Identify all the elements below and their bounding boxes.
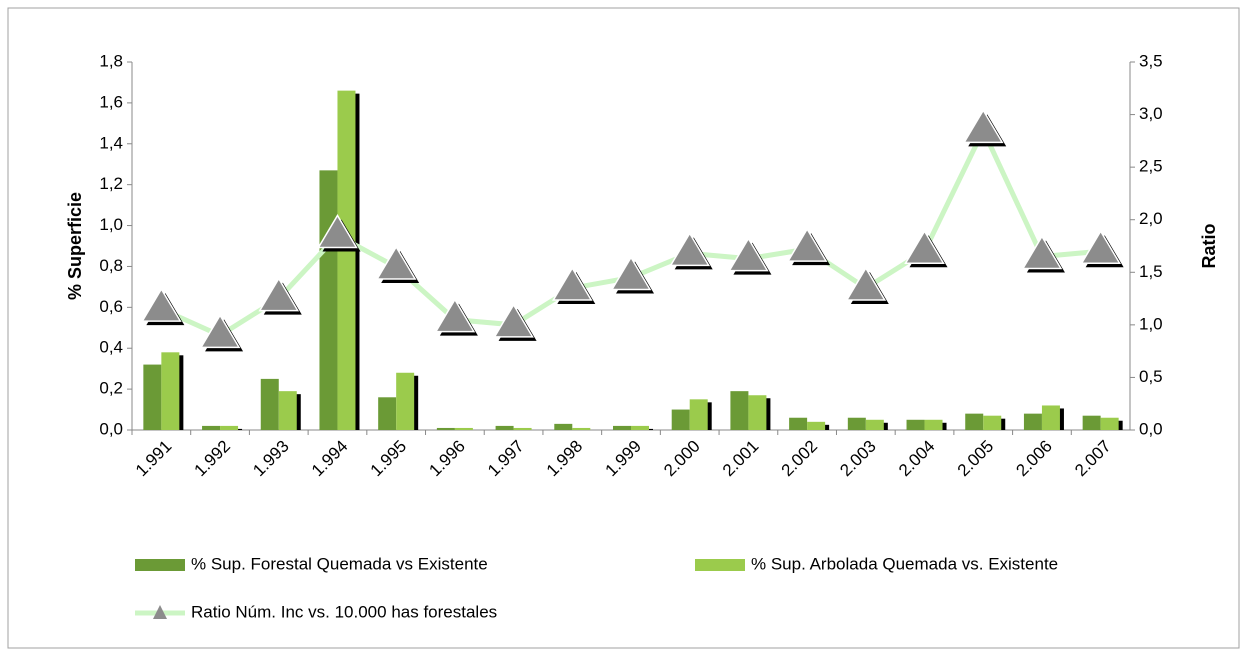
y-tick-label: 0,2 [99,379,123,398]
y-tick-label: 1,0 [99,215,123,234]
y-tick-label: 0,8 [99,256,123,275]
y2-tick-label: 0,5 [1139,367,1163,386]
bar [847,417,866,430]
y2-tick-label: 2,5 [1139,157,1163,176]
y-tick-label: 0,0 [99,419,123,438]
legend-marker [153,605,167,619]
bar [748,395,767,430]
marker [141,287,182,322]
bar [1041,405,1060,430]
bar [161,352,180,430]
y-tick-label: 1,2 [99,174,123,193]
y2-axis-title: Ratio [1199,223,1219,268]
marker [199,313,241,349]
y-tick-label: 1,4 [99,133,123,152]
chart-frame [7,7,1240,649]
marker [728,237,769,272]
legend-swatch [135,559,185,571]
y-tick-label: 0,4 [99,338,123,357]
marker [610,256,652,291]
marker [258,277,300,312]
y2-tick-label: 3,5 [1139,51,1163,70]
legend-label: % Sup. Forestal Quemada vs Existente [191,554,488,573]
y2-tick-label: 0,0 [1139,419,1163,438]
bar [924,419,943,430]
bar [319,170,338,430]
bar [260,378,279,430]
bar [143,364,162,430]
bar [730,391,749,430]
bar [689,399,708,430]
marker [904,229,945,265]
y-tick-label: 1,8 [99,51,123,70]
y2-tick-label: 1,5 [1139,262,1163,281]
legend-swatch [695,559,745,571]
bar [337,90,356,430]
bar [454,427,473,430]
marker [317,214,358,249]
y-axis-title: % Superficie [65,192,85,300]
y2-tick-label: 2,0 [1139,209,1163,228]
bar [631,425,649,430]
bar [965,413,984,430]
bar [202,425,221,430]
bar [613,425,631,430]
y-tick-label: 1,6 [99,92,123,111]
marker [551,266,593,301]
bar [865,419,884,430]
bar [1082,415,1101,430]
bar [220,425,239,430]
marker [962,108,1004,144]
bar [378,397,397,430]
marker [1021,235,1063,270]
marker [493,303,534,338]
legend-label: Ratio Núm. Inc vs. 10.000 has forestales [191,602,497,621]
bar [906,419,925,430]
marker [845,266,887,301]
y2-tick-label: 1,0 [1139,314,1163,333]
y-tick-label: 0,6 [99,297,123,316]
bar [278,391,297,430]
bar [671,409,690,430]
bar [554,423,573,430]
bar [513,427,532,430]
bar [1023,413,1042,430]
marker [669,231,711,267]
bar [789,417,808,430]
bar [807,421,826,430]
marker [375,245,417,280]
legend-label: % Sup. Arbolada Quemada vs. Existente [751,554,1058,573]
bar [396,372,415,430]
marker [1080,229,1121,265]
bar [572,427,591,430]
marker [434,298,476,333]
bar [1100,417,1119,430]
y2-tick-label: 3,0 [1139,104,1163,123]
bar [436,427,455,430]
bar [983,415,1002,430]
bar [495,425,514,430]
marker [786,227,828,262]
